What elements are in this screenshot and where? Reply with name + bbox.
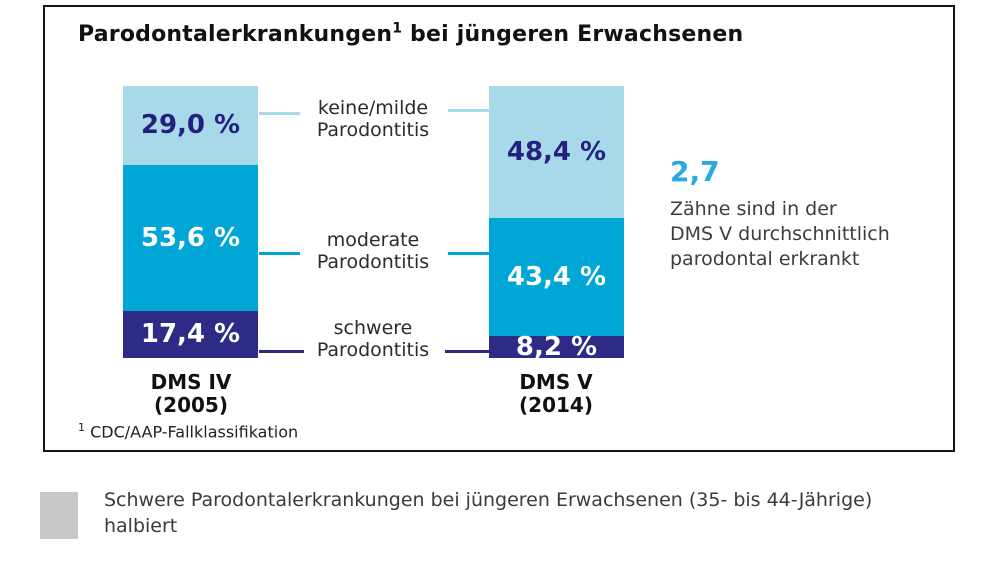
caption-text: Schwere Parodontalerkrankungen bei jünge… <box>104 489 873 537</box>
series-label-schwere: schwere Parodontitis <box>316 317 430 361</box>
bar-segment-2: 17,4 % <box>123 310 258 358</box>
connector-line-schwere-right <box>445 350 490 353</box>
bar-segment-1: 53,6 % <box>123 164 258 311</box>
axis-label-dms-iv: DMS IV (2005) <box>150 370 232 417</box>
footnote-marker: 1 <box>78 421 85 434</box>
chart-title-footnote-marker: 1 <box>392 20 403 37</box>
axis-label-dms-v: DMS V (2014) <box>519 370 593 417</box>
chart-title: Parodontalerkrankungen1 bei jüngeren Erw… <box>78 22 743 47</box>
bar-value-label: 8,2 % <box>515 331 598 362</box>
series-label-keine-milde: keine/milde Parodontitis <box>316 97 430 141</box>
connector-line-moderate-right <box>448 252 490 255</box>
bar-dms-iv: 29,0 % 53,6 % 17,4 % <box>123 86 258 358</box>
footnote-text: CDC/AAP-Fallklassifikation <box>85 422 299 442</box>
bar-value-label: 53,6 % <box>140 222 241 253</box>
bar-segment-0: 29,0 % <box>123 86 258 165</box>
bar-value-label: 29,0 % <box>140 110 241 141</box>
connector-line-keine-milde-right <box>448 109 490 112</box>
annotation-text: Zähne sind in der DMS V durchschnittlich p… <box>670 198 890 270</box>
chart-title-main: Parodontalerkrankungen <box>78 22 393 47</box>
bar-dms-v: 48,4 % 43,4 % 8,2 % <box>489 86 624 362</box>
footnote: 1 CDC/AAP-Fallklassifikation <box>78 421 298 441</box>
connector-line-keine-milde-left <box>259 112 300 115</box>
annotation-highlight-value: 2,7 <box>670 155 720 188</box>
bar-value-label: 43,4 % <box>506 261 607 292</box>
bar-value-label: 48,4 % <box>506 136 607 167</box>
bar-segment-0: 48,4 % <box>489 86 624 218</box>
connector-line-schwere-left <box>259 350 304 353</box>
bar-value-label: 17,4 % <box>140 319 241 350</box>
chart-box: Parodontalerkrankungen1 bei jüngeren Erw… <box>43 5 955 452</box>
chart-title-rest: bei jüngeren Erwachsenen <box>402 22 744 47</box>
caption-swatch <box>40 492 78 539</box>
connector-line-moderate-left <box>259 252 300 255</box>
bar-segment-1: 43,4 % <box>489 217 624 336</box>
series-label-moderate: moderate Parodontitis <box>316 229 430 273</box>
bar-segment-2: 8,2 % <box>489 332 624 362</box>
